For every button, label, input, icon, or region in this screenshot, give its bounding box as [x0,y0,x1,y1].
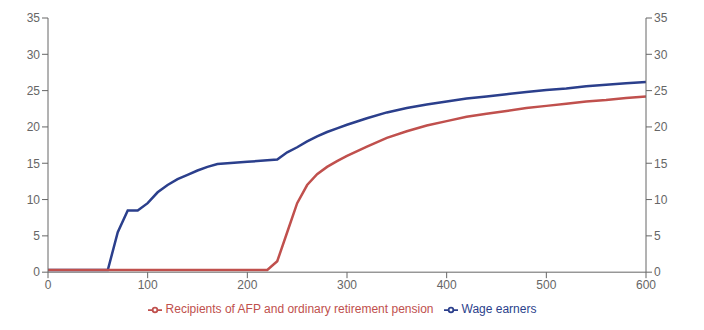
svg-text:15: 15 [27,157,41,171]
svg-text:500: 500 [536,278,556,292]
html-text:Wage earners: Wage earners [461,302,537,317]
svg-text:30: 30 [27,48,41,62]
svg-text:5: 5 [33,229,40,243]
svg-text:10: 10 [27,193,41,207]
svg-text:400: 400 [437,278,457,292]
svg-text:25: 25 [654,84,668,98]
svg-text:35: 35 [27,11,41,25]
svg-text:300: 300 [337,278,357,292]
svg-text:0: 0 [654,265,661,279]
svg-text:30: 30 [654,48,668,62]
svg-text:600: 600 [636,278,656,292]
html-text:Recipients of AFP and ordinary: Recipients of AFP and ordinary retiremen… [165,302,434,317]
svg-text:0: 0 [33,265,40,279]
svg-text:10: 10 [654,193,668,207]
svg-text:20: 20 [27,120,41,134]
svg-text:15: 15 [654,157,668,171]
svg-text:35: 35 [654,11,668,25]
svg-text:200: 200 [237,278,257,292]
svg-text:20: 20 [654,120,668,134]
svg-text:5: 5 [654,229,661,243]
svg-text:0: 0 [45,278,52,292]
svg-text:25: 25 [27,84,41,98]
svg-text:100: 100 [138,278,158,292]
